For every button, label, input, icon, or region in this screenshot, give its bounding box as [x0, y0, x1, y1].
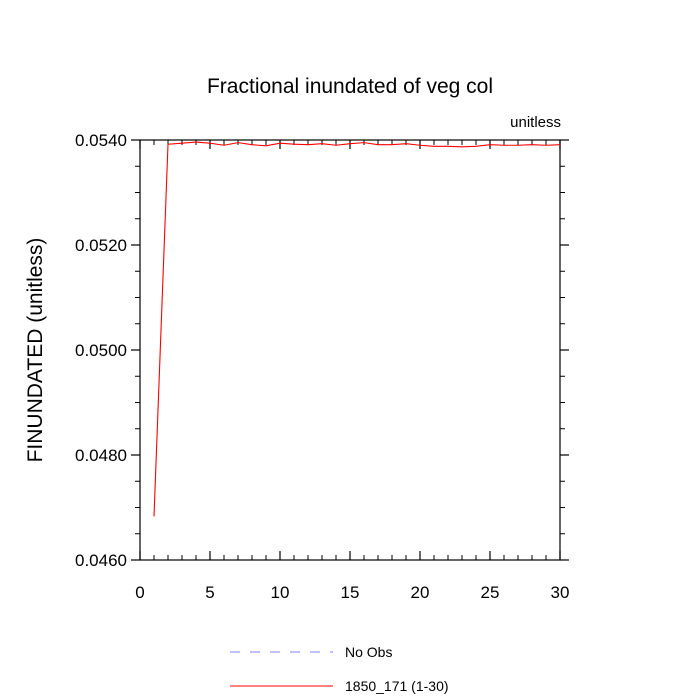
- y-tick-label: 0.0460: [75, 551, 127, 570]
- series-layer: [153, 141, 561, 517]
- units-label: unitless: [510, 114, 561, 131]
- y-tick-label: 0.0540: [75, 131, 127, 150]
- y-axis: 0.0460 0.0480 0.0500 0.0520 0.0540: [75, 131, 569, 570]
- y-tick-label: 0.0500: [75, 341, 127, 360]
- x-tick-label: 15: [341, 583, 360, 602]
- x-tick-label: 30: [551, 583, 570, 602]
- legend-entry-label: No Obs: [345, 644, 392, 660]
- series-line: [153, 141, 561, 517]
- x-tick-label: 25: [481, 583, 500, 602]
- x-tick-label: 20: [411, 583, 430, 602]
- legend: No Obs 1850_171 (1-30): [230, 644, 449, 694]
- x-axis: 0 5 10 15 20 25 30: [135, 140, 569, 602]
- plot-frame: [139, 139, 561, 561]
- x-tick-label: 5: [205, 583, 214, 602]
- y-tick-label: 0.0480: [75, 446, 127, 465]
- chart-title: Fractional inundated of veg col: [207, 75, 493, 98]
- legend-entry-label: 1850_171 (1-30): [345, 678, 449, 694]
- y-axis-label: FINUNDATED (unitless): [24, 238, 47, 463]
- x-tick-label: 0: [135, 583, 144, 602]
- y-tick-label: 0.0520: [75, 236, 127, 255]
- x-tick-label: 10: [271, 583, 290, 602]
